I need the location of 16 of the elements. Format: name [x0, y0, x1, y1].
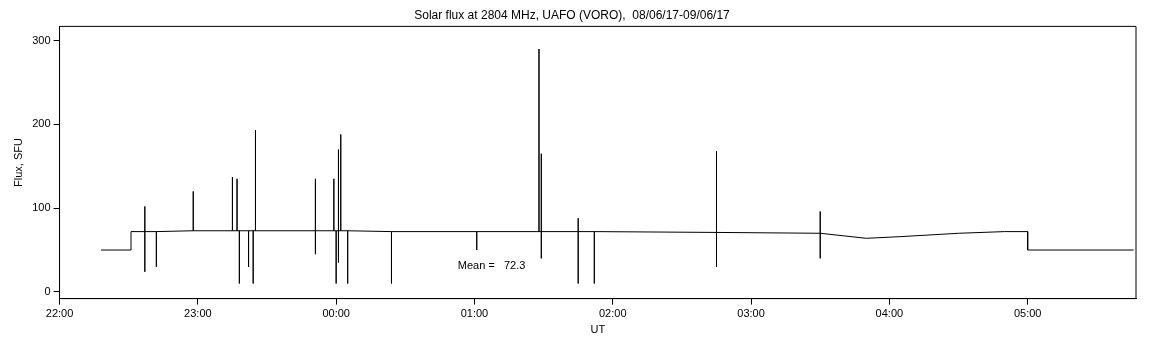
x-tick-label: 00:00 [322, 307, 350, 320]
x-axis-title: UT [590, 323, 606, 336]
y-tick-label: 0 [44, 284, 51, 297]
x-tick-label: 02:00 [598, 307, 627, 320]
x-tick-label: 04:00 [875, 307, 904, 320]
x-tick-label: 01:00 [460, 307, 489, 320]
y-axis-title: Flux, SFU [11, 138, 24, 187]
y-tick-label: 300 [32, 33, 51, 46]
x-tick-label: 23:00 [184, 307, 212, 320]
x-tick-label: 05:00 [1013, 307, 1042, 320]
annotation: Mean = 72.3 [457, 258, 526, 271]
x-tick-label: 03:00 [737, 307, 765, 320]
y-tick-label: 100 [32, 201, 51, 214]
chart-title: Solar flux at 2804 MHz, UAFO (VORO), 08/06/17-09/06/17 [414, 7, 731, 22]
x-tick-label: 22:00 [45, 307, 74, 320]
y-tick-label: 200 [32, 117, 51, 130]
